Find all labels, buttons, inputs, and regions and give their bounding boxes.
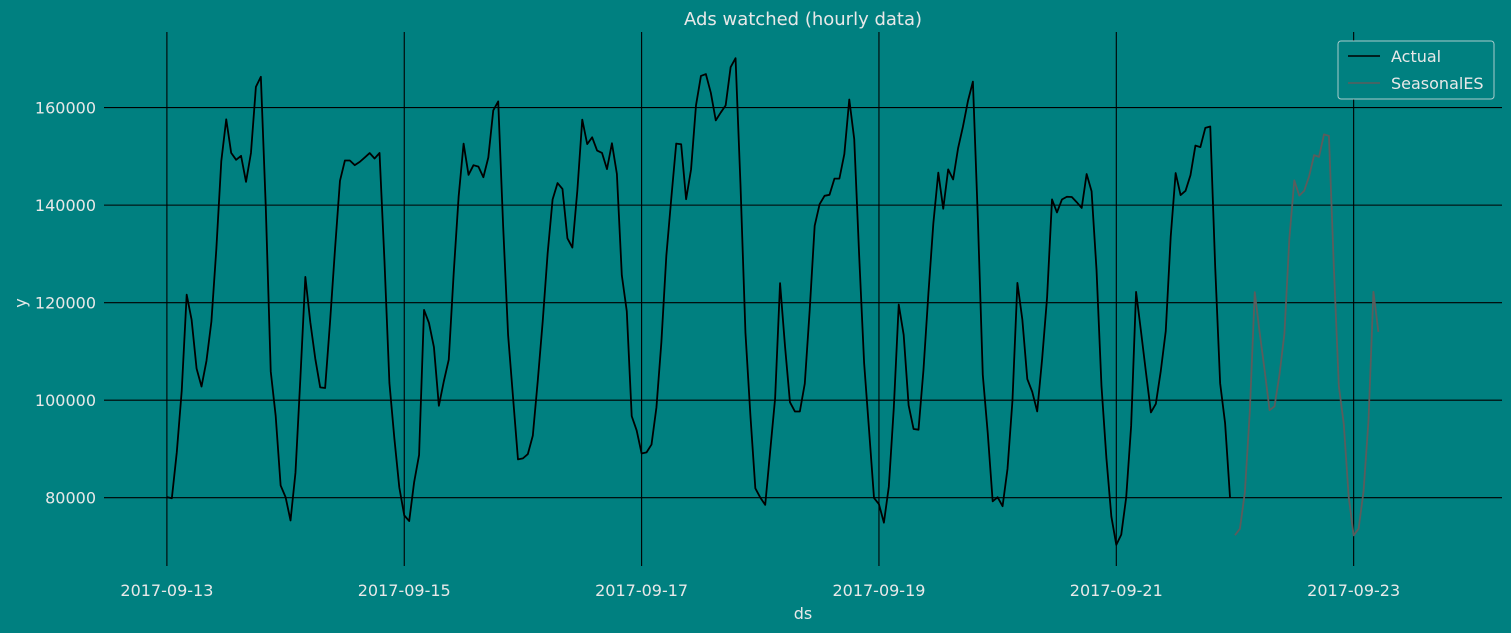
x-axis-label: ds bbox=[794, 604, 813, 623]
series-group bbox=[166, 57, 1380, 546]
x-tick-label: 2017-09-23 bbox=[1307, 581, 1400, 600]
x-axis-ticks: 2017-09-13 2017-09-15 2017-09-17 2017-09-19… bbox=[120, 581, 1400, 600]
chart-title: Ads watched (hourly data) bbox=[684, 9, 922, 30]
y-tick-label: 140000 bbox=[35, 196, 96, 215]
x-tick-label: 2017-09-17 bbox=[595, 581, 688, 600]
y-axis-label: y bbox=[11, 298, 30, 307]
x-tick-label: 2017-09-13 bbox=[120, 581, 213, 600]
legend-label-seasonales: SeasonalES bbox=[1391, 74, 1484, 93]
y-tick-label: 100000 bbox=[35, 391, 96, 410]
y-tick-label: 160000 bbox=[35, 99, 96, 118]
x-tick-label: 2017-09-15 bbox=[358, 581, 451, 600]
y-axis-ticks: 80000 100000 120000 140000 160000 bbox=[35, 99, 96, 508]
grid-lines bbox=[104, 32, 1502, 566]
legend: Actual SeasonalES bbox=[1337, 40, 1495, 100]
y-tick-label: 120000 bbox=[35, 294, 96, 313]
series-line-actual bbox=[166, 57, 1231, 546]
x-tick-label: 2017-09-21 bbox=[1070, 581, 1163, 600]
x-tick-label: 2017-09-19 bbox=[832, 581, 925, 600]
series-line-seasonales bbox=[1234, 133, 1380, 537]
legend-label-actual: Actual bbox=[1391, 47, 1441, 66]
y-tick-label: 80000 bbox=[45, 489, 96, 508]
